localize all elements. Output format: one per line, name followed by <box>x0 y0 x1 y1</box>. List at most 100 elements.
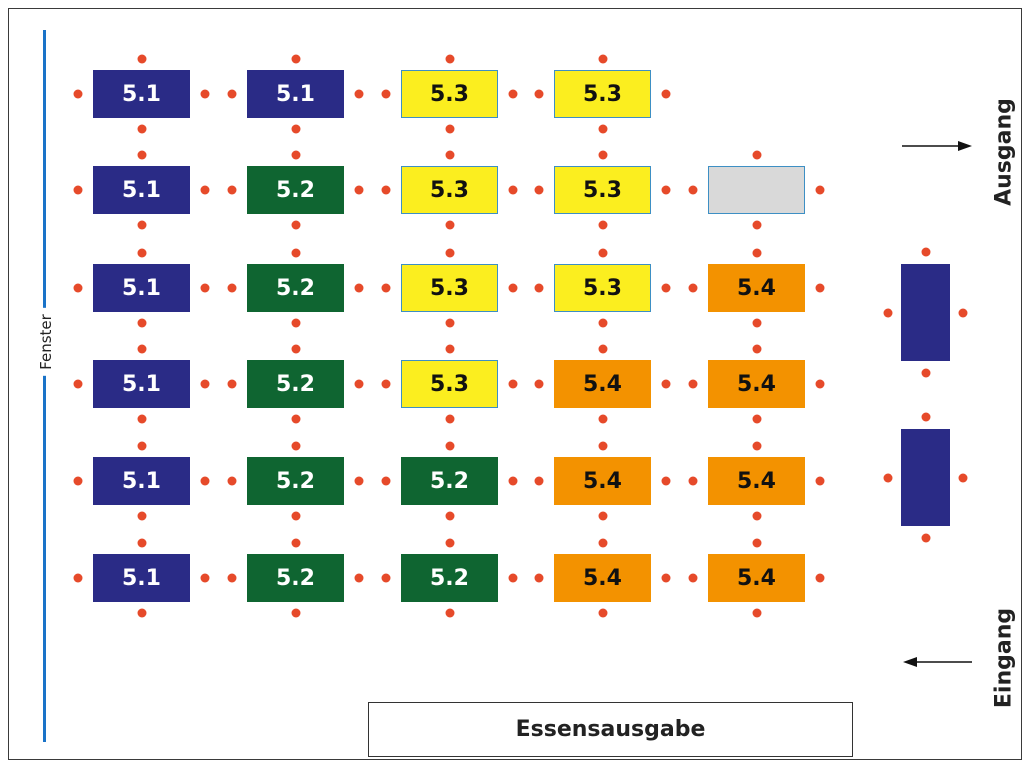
seat-dot <box>445 54 454 64</box>
table-group-5-3: 5.3 <box>554 264 651 312</box>
table-group-5-4: 5.4 <box>708 264 805 312</box>
seat-dot <box>598 344 607 354</box>
table-group-5-2: 5.2 <box>247 166 344 214</box>
seat-dot <box>598 150 607 160</box>
seat-dot <box>137 248 146 258</box>
table-group-5-4: 5.4 <box>554 457 651 505</box>
seat-dot <box>921 412 930 422</box>
seat-dot <box>815 379 825 389</box>
seat-dot <box>73 379 83 389</box>
seat-dot <box>445 150 454 160</box>
seat-dot <box>291 608 300 618</box>
seat-dot <box>534 379 544 389</box>
table-group-5-2: 5.2 <box>247 264 344 312</box>
seat-dot <box>200 476 210 486</box>
seat-dot <box>227 185 237 195</box>
table-group-5-4: 5.4 <box>554 554 651 602</box>
entrance-label: Eingang <box>991 607 1017 709</box>
seat-dot <box>354 89 364 99</box>
seat-dot <box>137 220 146 230</box>
seat-dot <box>354 283 364 293</box>
seat-dot <box>137 344 146 354</box>
seat-dot <box>688 283 698 293</box>
table-group-5-2: 5.2 <box>247 554 344 602</box>
seat-dot <box>688 379 698 389</box>
seat-dot <box>752 220 761 230</box>
seat-dot <box>688 185 698 195</box>
seat-dot <box>227 379 237 389</box>
seat-dot <box>200 185 210 195</box>
table-group-5-1: 5.1 <box>93 360 190 408</box>
seat-dot <box>291 248 300 258</box>
table-group-5-1: 5.1 <box>93 554 190 602</box>
seat-dot <box>688 476 698 486</box>
seat-dot <box>445 248 454 258</box>
seat-dot <box>291 124 300 134</box>
seat-dot <box>200 573 210 583</box>
seat-dot <box>291 344 300 354</box>
side-table <box>901 429 950 526</box>
seat-dot <box>291 511 300 521</box>
seat-dot <box>291 220 300 230</box>
seat-dot <box>661 476 671 486</box>
seat-dot <box>661 283 671 293</box>
table-group-5-1: 5.1 <box>93 264 190 312</box>
seat-dot <box>815 476 825 486</box>
entrance-arrow-icon <box>903 657 972 667</box>
seat-dot <box>445 414 454 424</box>
seat-dot <box>381 573 391 583</box>
seat-dot <box>661 379 671 389</box>
seat-dot <box>921 533 930 543</box>
seat-dot <box>137 54 146 64</box>
room-outline <box>8 8 1022 760</box>
table-group-5-4: 5.4 <box>708 457 805 505</box>
seat-dot <box>354 379 364 389</box>
seat-dot <box>752 441 761 451</box>
seat-dot <box>752 538 761 548</box>
seat-dot <box>354 185 364 195</box>
exit-arrow-icon <box>902 141 972 151</box>
food-counter: Essensausgabe <box>368 702 853 757</box>
seat-dot <box>508 573 518 583</box>
seat-dot <box>445 344 454 354</box>
seat-dot <box>445 318 454 328</box>
seat-dot <box>921 368 930 378</box>
seat-dot <box>445 511 454 521</box>
seat-dot <box>598 124 607 134</box>
seat-dot <box>137 511 146 521</box>
side-table <box>901 264 950 361</box>
seat-dot <box>752 414 761 424</box>
seat-dot <box>958 308 968 317</box>
seat-dot <box>534 185 544 195</box>
seat-dot <box>508 89 518 99</box>
seat-dot <box>381 89 391 99</box>
seat-dot <box>381 379 391 389</box>
table-group-5-1: 5.1 <box>247 70 344 118</box>
seat-dot <box>445 124 454 134</box>
seat-dot <box>958 473 968 482</box>
seat-dot <box>137 318 146 328</box>
seat-dot <box>381 283 391 293</box>
seat-dot <box>137 124 146 134</box>
seat-dot <box>752 150 761 160</box>
seat-dot <box>227 573 237 583</box>
seat-dot <box>73 89 83 99</box>
table-group-5-3: 5.3 <box>401 166 498 214</box>
seat-dot <box>752 511 761 521</box>
seat-dot <box>598 54 607 64</box>
table-group-5-1: 5.1 <box>93 457 190 505</box>
seat-dot <box>598 441 607 451</box>
seat-dot <box>598 248 607 258</box>
seat-dot <box>227 283 237 293</box>
seat-dot <box>598 538 607 548</box>
seat-dot <box>137 414 146 424</box>
seat-dot <box>752 248 761 258</box>
table-group-5-3: 5.3 <box>554 70 651 118</box>
table-group-5-3: 5.3 <box>401 360 498 408</box>
seat-dot <box>200 379 210 389</box>
table-group-5-3: 5.3 <box>401 70 498 118</box>
seat-dot <box>291 150 300 160</box>
seat-dot <box>815 185 825 195</box>
window-label: Fenster <box>37 308 55 376</box>
seat-dot <box>73 573 83 583</box>
